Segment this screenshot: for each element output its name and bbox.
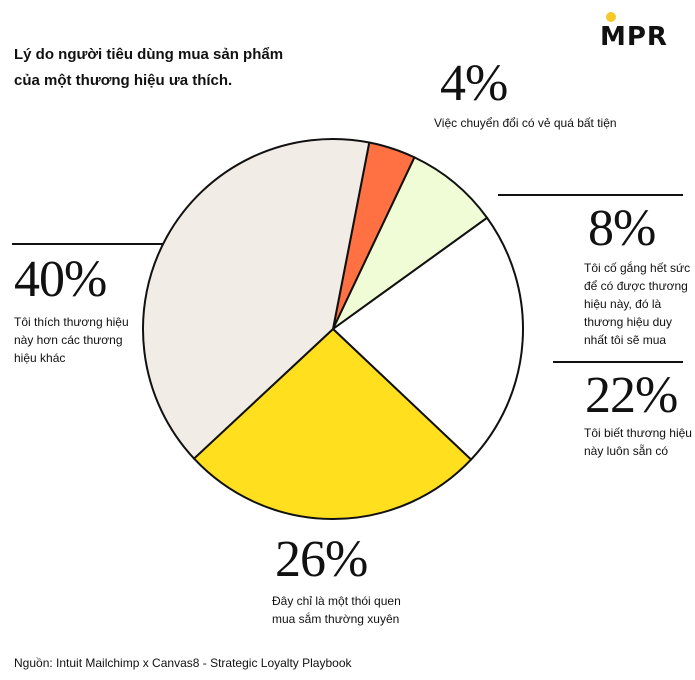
slice-8-label: Tôi cố gắng hết sức để có được thương hi… [584,261,691,347]
lightbulb-icon [606,12,616,22]
mpr-logo: MPR [600,6,684,56]
slice-40-percent: 40% [14,251,107,308]
logo-text: MPR [600,22,668,52]
slice-22-percent: 22% [585,367,678,424]
title-line-1: Lý do người tiêu dùng mua sản phẩm [14,46,284,63]
slice-40-label: Tôi thích thương hiệu này hơn các thương… [14,315,129,365]
chart-title: Lý do người tiêu dùng mua sản phẩm của m… [14,42,334,94]
pie-slice-22 [332,216,524,461]
pie-slice-26 [193,328,473,520]
slice-8-percent: 8% [588,200,656,257]
title-line-2: của một thương hiệu ưa thích. [14,72,233,89]
pie-slice-40 [142,138,371,460]
slice-26-label: Đây chỉ là một thói quen mua sắm thường … [272,594,401,626]
slice-22-label: Tôi biết thương hiệu này luôn sẵn có [584,426,692,458]
slice-26-percent: 26% [275,531,368,588]
slice-4-label: Việc chuyển đổi có vẻ quá bất tiện [434,116,617,130]
source-note: Nguồn: Intuit Mailchimp x Canvas8 - Stra… [14,656,352,670]
slice-4-percent: 4% [440,55,508,112]
pie-slice-8 [332,156,489,330]
